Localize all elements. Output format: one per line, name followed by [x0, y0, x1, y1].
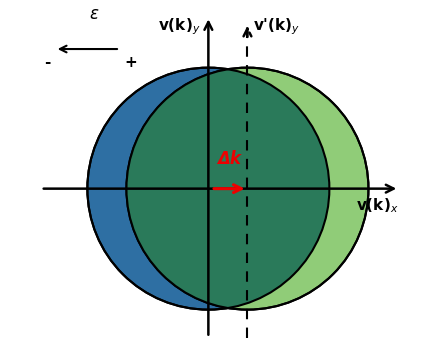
Text: -: -: [44, 55, 50, 70]
Circle shape: [88, 68, 330, 310]
Text: v(k)$_x$: v(k)$_x$: [356, 196, 398, 215]
Circle shape: [88, 68, 330, 310]
Text: Δk: Δk: [217, 150, 241, 168]
Text: +: +: [125, 55, 137, 70]
Text: v(k)$_y$: v(k)$_y$: [158, 17, 201, 37]
Text: ε: ε: [89, 5, 99, 23]
Circle shape: [126, 68, 368, 310]
Text: v'(k)$_y$: v'(k)$_y$: [253, 17, 300, 37]
